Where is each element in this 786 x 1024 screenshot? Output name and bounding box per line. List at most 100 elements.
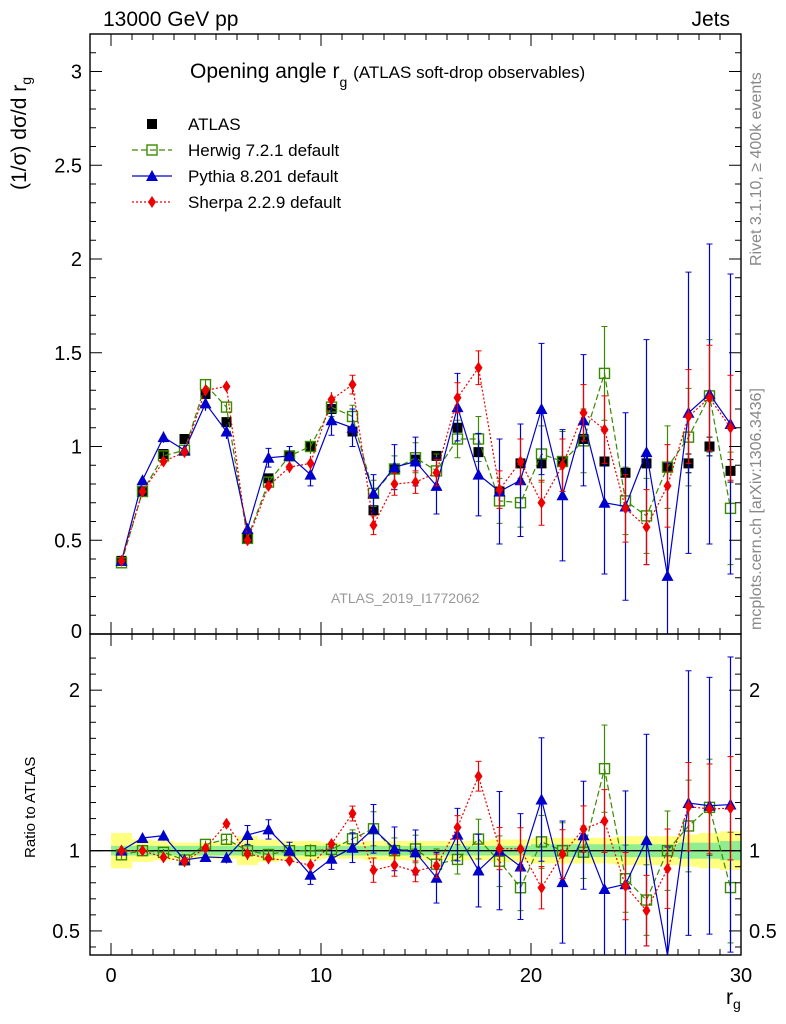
ratio-point (346, 841, 359, 853)
data-point (516, 455, 525, 468)
ratio-point (388, 842, 401, 854)
legend-marker (148, 196, 156, 208)
data-point (537, 496, 546, 509)
ratio-point (558, 848, 567, 861)
ratio-point (432, 859, 441, 872)
ratio-point (136, 832, 149, 844)
y-tick-label: 2 (71, 249, 82, 271)
data-point (221, 417, 232, 428)
main-distribution-panel: 0.5 1 1.5 2 2.5 3 0 (54, 33, 742, 643)
data-point (558, 459, 567, 472)
series-line (120, 393, 731, 576)
ratio-point (411, 865, 420, 878)
ratio-y-tick-label: 1 (69, 841, 80, 863)
ratio-line (121, 774, 731, 912)
ratio-point (304, 868, 317, 880)
data-point (179, 434, 190, 444)
y-axis-label-top: (1/σ) dσ/d rg (8, 77, 34, 190)
x-tick-label: 10 (310, 965, 332, 987)
legend-entry: Sherpa 2.2.9 default (188, 193, 341, 212)
x-axis-label-main: r (726, 986, 733, 1009)
ratio-point (327, 837, 336, 850)
category-label: Jets (691, 8, 730, 31)
ratio-y-tick-label-right: 0.5 (749, 921, 777, 943)
data-point (138, 485, 147, 498)
data-point (598, 496, 611, 508)
data-point (180, 446, 189, 459)
ratio-point (241, 828, 254, 840)
ratio-point (222, 817, 231, 830)
ratio-point (117, 844, 126, 857)
ratio-point (262, 823, 275, 835)
legend-marker (146, 144, 158, 156)
ratio-point (474, 770, 483, 783)
data-point (306, 457, 315, 470)
ratio-point (199, 850, 212, 862)
ratio-point (642, 904, 651, 917)
data-point (598, 367, 611, 380)
data-point (262, 451, 275, 463)
ratio-point (283, 844, 296, 856)
data-point (453, 391, 462, 404)
mcplots-reference-note: mcplots.cern.ch [arXiv:1306.3436] (748, 388, 765, 630)
data-point (535, 403, 548, 414)
data-point (640, 446, 653, 458)
ratio-point (325, 852, 338, 864)
ratio-point (579, 823, 588, 836)
data-point (495, 483, 504, 496)
data-point (199, 397, 212, 409)
legend: ATLAS Herwig 7.2.1 default Pythia 8.201 de… (132, 115, 341, 212)
ratio-point (495, 842, 504, 855)
ratio-point (598, 883, 611, 895)
data-point (705, 391, 714, 404)
data-point (474, 361, 483, 374)
data-point (726, 421, 735, 434)
y-tick-label: 1.5 (54, 343, 82, 365)
ratio-point (306, 859, 315, 872)
rivet-version-note: Rivet 3.1.10, ≥ 400k events (748, 72, 765, 266)
x-tick-label: 0 (105, 965, 116, 987)
y-axis-label-main: (1/σ) dσ/d r (8, 84, 31, 190)
data-point (159, 455, 168, 468)
ratio-point (367, 822, 380, 834)
ratio-point (304, 844, 317, 857)
ratio-point (409, 846, 422, 858)
ratio-y-tick-label-right: 2 (749, 680, 760, 702)
data-point (661, 569, 674, 581)
y-tick-label: 0.5 (54, 530, 82, 552)
data-point (285, 461, 294, 474)
y-tick-label: 2.5 (54, 155, 82, 177)
data-point (663, 479, 672, 492)
data-point (579, 406, 588, 419)
data-point (201, 384, 210, 397)
data-point (243, 534, 252, 547)
data-point (346, 421, 359, 433)
x-tick-label: 20 (520, 965, 542, 987)
ratio-point (598, 762, 611, 775)
data-point (241, 523, 254, 534)
legend-marker (147, 119, 157, 129)
data-point (409, 455, 422, 467)
ratio-point (453, 821, 462, 834)
ratio-point (243, 847, 252, 860)
ratio-y-tick-label-right: 1 (749, 841, 760, 863)
ratio-point (348, 807, 357, 820)
x-axis-label-sub: g (733, 996, 741, 1013)
x-tick-label: 30 (730, 965, 752, 987)
data-point (556, 489, 569, 501)
data-point (390, 478, 399, 490)
ratio-point (157, 829, 170, 841)
ratio-point (369, 864, 378, 877)
data-point (117, 554, 126, 567)
y-tick-label: 3 (71, 62, 82, 84)
data-point (367, 487, 380, 499)
ratio-point (535, 793, 548, 805)
data-point (472, 468, 485, 480)
ratio-point (159, 851, 168, 864)
ratio-point (556, 876, 569, 888)
ratio-line (121, 768, 732, 902)
data-point (325, 414, 338, 426)
data-point (369, 519, 378, 532)
data-point (283, 449, 296, 461)
y-tick-label: 1 (71, 437, 82, 459)
